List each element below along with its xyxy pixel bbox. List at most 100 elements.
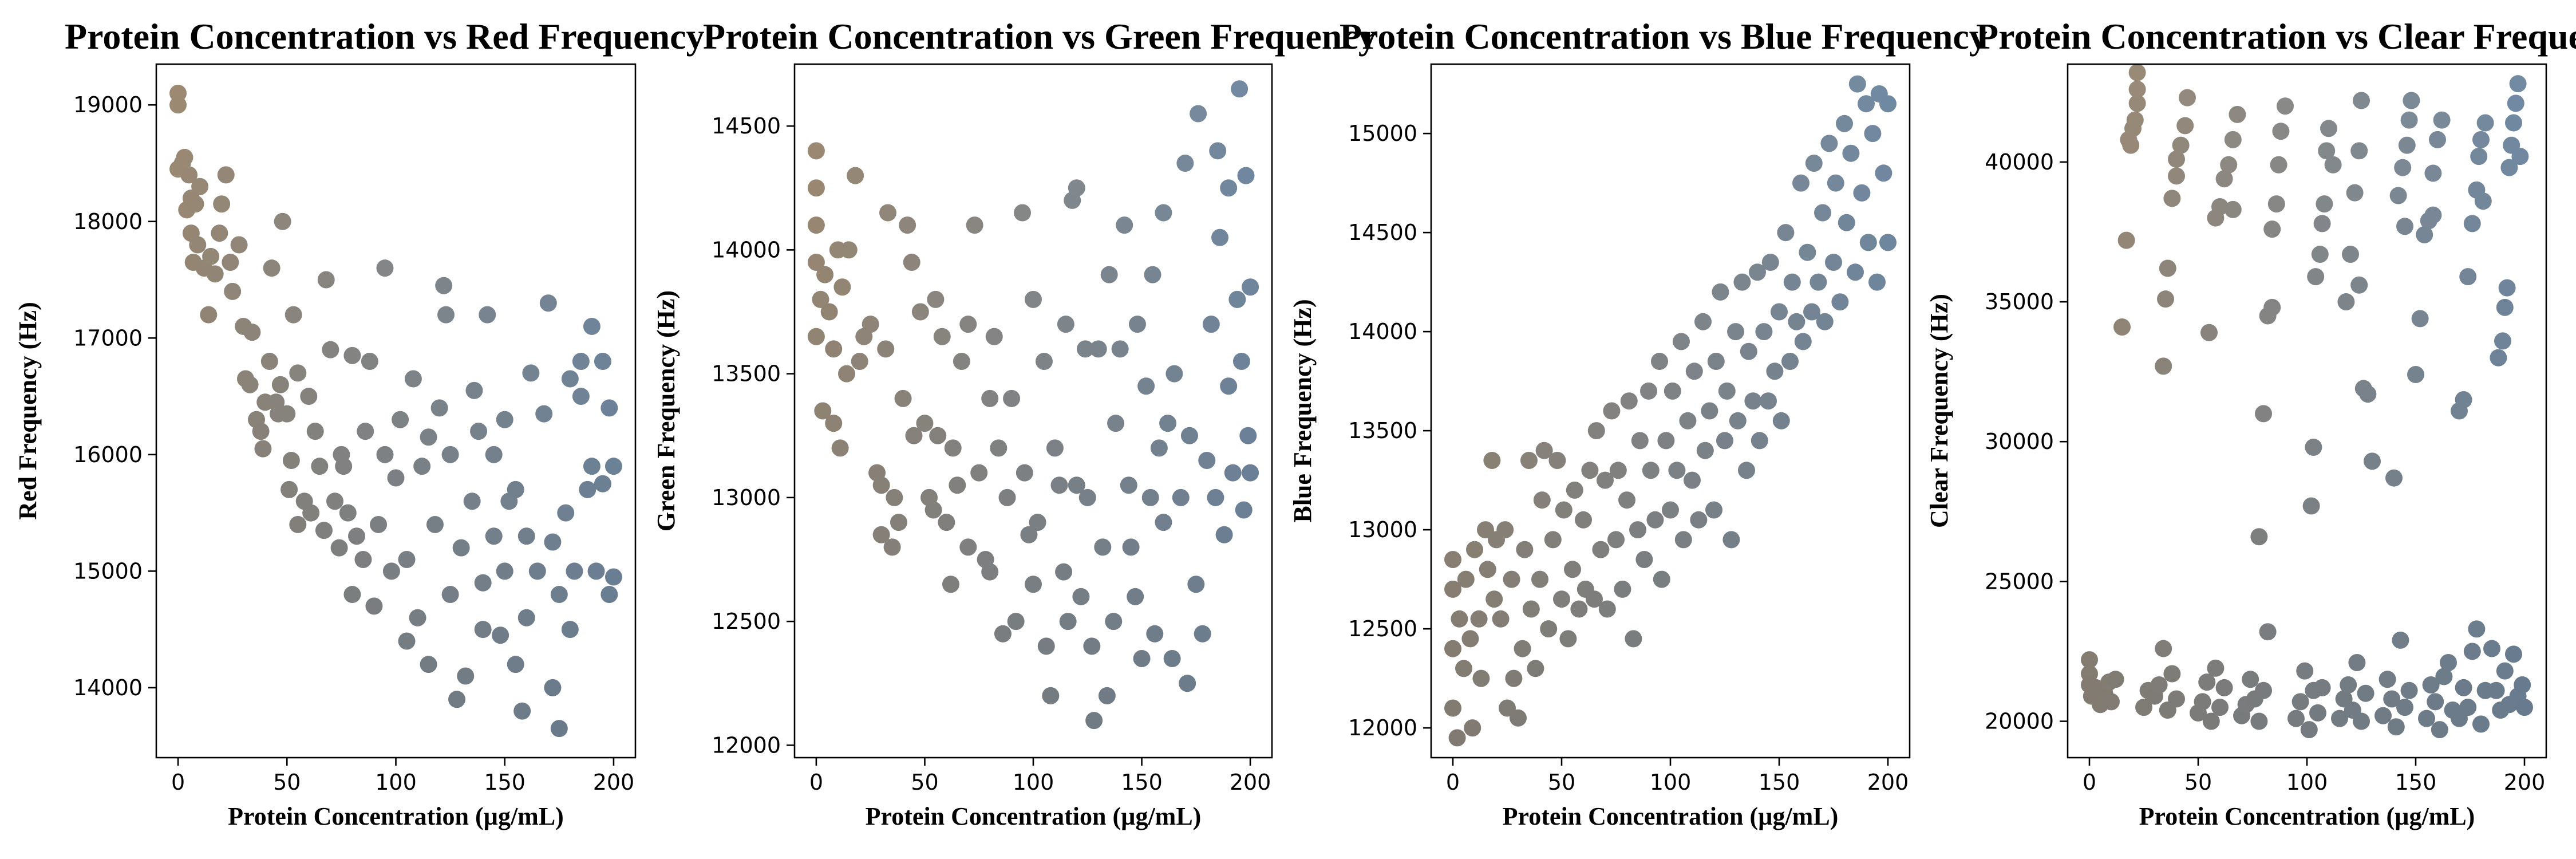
data-point: [1180, 427, 1198, 444]
data-point: [2135, 699, 2152, 716]
data-point: [1220, 179, 1238, 197]
data-point: [2500, 159, 2518, 176]
data-point: [2459, 699, 2477, 716]
data-point: [382, 562, 400, 580]
data-point: [1827, 174, 1844, 192]
data-point: [1133, 650, 1151, 667]
data-point: [1618, 491, 1635, 509]
data-point: [2427, 693, 2444, 711]
data-point: [2300, 721, 2318, 739]
data-point: [2455, 679, 2472, 696]
data-point: [879, 204, 897, 222]
data-point: [1668, 462, 1686, 479]
data-point: [289, 364, 307, 382]
data-point: [1825, 254, 1842, 271]
data-points: [169, 84, 622, 738]
data-point: [354, 551, 372, 568]
data-point: [1144, 266, 1161, 283]
data-point: [2103, 693, 2120, 711]
data-point: [274, 212, 291, 230]
data-point: [2313, 679, 2331, 696]
data-point: [2296, 662, 2314, 680]
data-point: [807, 216, 825, 234]
data-point: [2346, 184, 2364, 202]
data-point: [513, 702, 531, 720]
data-point: [1803, 303, 1820, 321]
data-point: [2476, 114, 2494, 132]
data-point: [2474, 192, 2492, 210]
data-point: [254, 440, 272, 458]
data-point: [1464, 719, 1481, 737]
y-axis-ticks: 12000 12500 13000 13500 14000 14500 15000: [1348, 121, 1431, 740]
data-point: [2150, 676, 2168, 694]
data-point: [2389, 187, 2407, 204]
data-point: [2350, 142, 2368, 160]
x-axis-ticks: 0 50 100 150 200: [809, 758, 1271, 795]
data-point: [1111, 340, 1129, 358]
x-tick-label: 150: [2395, 770, 2437, 795]
data-point: [420, 428, 437, 446]
y-axis-label: Green Frequency (Hz): [652, 290, 680, 531]
data-point: [1107, 415, 1125, 432]
data-point: [285, 306, 302, 324]
data-point: [1788, 313, 1805, 330]
data-point: [1020, 526, 1038, 543]
data-point: [1755, 323, 1773, 341]
data-point: [1766, 362, 1784, 380]
data-point: [1722, 531, 1740, 549]
data-point: [2353, 92, 2370, 109]
data-point: [2157, 290, 2174, 308]
data-point: [1466, 541, 1483, 558]
data-point: [544, 679, 562, 696]
data-point: [840, 241, 858, 259]
data-point: [1089, 340, 1107, 358]
data-point: [2155, 357, 2172, 375]
data-point: [457, 667, 475, 685]
data-point: [1190, 105, 1207, 123]
data-point: [271, 376, 289, 393]
data-point: [929, 427, 947, 444]
x-axis-label: Protein Concentration (µg/mL): [2139, 802, 2475, 830]
data-point: [1548, 452, 1566, 469]
y-tick-label: 17000: [73, 325, 143, 350]
data-point: [2159, 259, 2176, 277]
y-tick-label: 19000: [73, 92, 143, 117]
data-point: [191, 178, 209, 195]
data-point: [2176, 117, 2194, 135]
data-point: [2163, 190, 2181, 207]
data-point: [970, 464, 988, 482]
data-point: [583, 317, 600, 335]
data-point: [833, 278, 851, 296]
data-point: [1673, 333, 1690, 350]
data-point: [807, 254, 825, 271]
data-point: [2211, 198, 2229, 216]
data-point: [1690, 511, 1708, 529]
data-point: [2416, 226, 2433, 243]
x-tick-label: 150: [1759, 770, 1800, 795]
data-point: [317, 271, 335, 289]
data-point: [2340, 676, 2357, 694]
subplot-clear: Protein Concentration vs Clear Frequency…: [1925, 16, 2576, 830]
data-point: [1228, 290, 1246, 308]
data-point: [2383, 690, 2401, 708]
data-point: [2155, 640, 2172, 657]
data-point: [1581, 462, 1599, 479]
x-tick-label: 200: [1230, 770, 1271, 795]
x-tick-label: 150: [1121, 770, 1163, 795]
x-axis-ticks: 0 50 100 150 200: [171, 758, 634, 795]
x-axis-ticks: 0 50 100 150 200: [1446, 758, 1909, 795]
data-point: [448, 691, 466, 708]
data-point: [2320, 120, 2337, 137]
data-point: [814, 402, 832, 420]
data-point: [2487, 681, 2505, 699]
data-point: [1629, 521, 1646, 539]
data-point: [387, 469, 405, 487]
data-point: [1068, 476, 1085, 494]
data-point: [807, 142, 825, 160]
chart-title: Protein Concentration vs Red Frequency: [65, 16, 705, 57]
data-point: [949, 476, 966, 494]
data-point: [211, 224, 228, 242]
data-point: [2357, 684, 2374, 702]
data-point: [587, 562, 605, 580]
data-point: [1505, 669, 1523, 687]
